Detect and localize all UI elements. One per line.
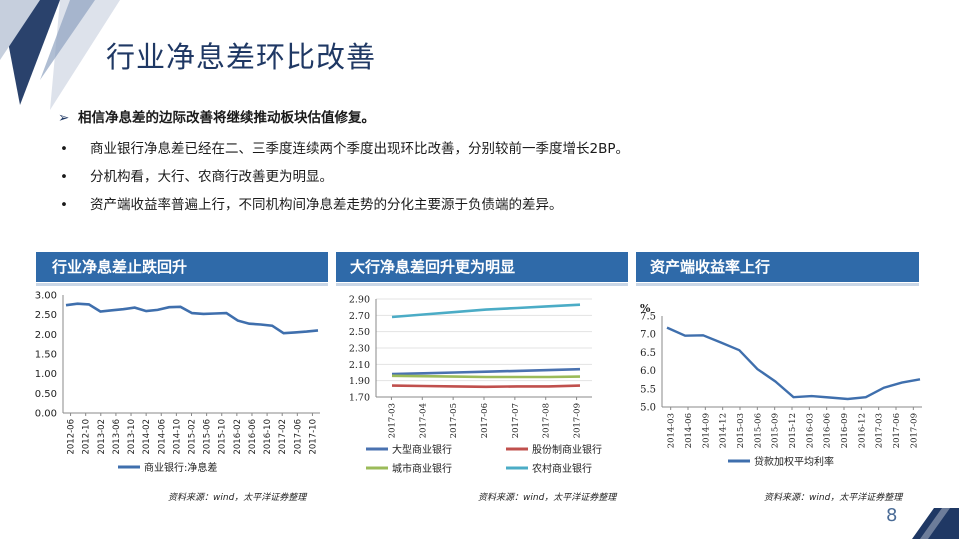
x-tick-label: 2015-09 <box>771 413 781 448</box>
y-unit-label: % <box>640 302 651 315</box>
x-tick-label: 2015-02 <box>188 419 198 455</box>
x-tick-label: 2016-06 <box>248 419 258 455</box>
x-tick-label: 2017-02 <box>278 419 288 455</box>
lead-statement: ➢ 相信净息差的边际改善将继续推动板块估值修复。 <box>58 106 375 126</box>
series-line <box>391 374 581 379</box>
y-tick-label: 0.00 <box>35 409 57 420</box>
x-tick-label: 2016-03 <box>805 413 815 448</box>
y-tick-label: 2.50 <box>349 327 370 338</box>
bullet-item: • 商业银行净息差已经在二、三季度连续两个季度出现环比改善，分别较前一季度增长2B… <box>58 137 629 157</box>
y-tick-label: 1.00 <box>35 369 57 380</box>
y-tick-label: 1.50 <box>35 350 57 361</box>
x-tick-label: 2014-09 <box>701 413 711 448</box>
net-interest-margin-chart: 3.00 2.50 2.00 1.50 1.00 0.50 0.00 2012-06 2012-… <box>35 291 320 474</box>
x-tick-label: 2017-07 <box>511 403 521 438</box>
lead-text: 相信净息差的边际改善将继续推动板块估值修复。 <box>78 110 375 126</box>
y-tick-label: 0.50 <box>35 389 57 400</box>
legend-label: 大型商业银行 <box>392 443 452 456</box>
bullet-dot-icon: • <box>60 197 68 213</box>
y-tick-label: 6.0 <box>640 366 656 377</box>
y-tick-label: 2.90 <box>349 295 370 306</box>
x-tick-label: 2017-06 <box>480 403 490 438</box>
x-tick-label: 2015-10 <box>218 419 228 455</box>
x-tick-label: 2016-09 <box>840 413 850 448</box>
x-tick-label: 2017-08 <box>542 403 552 438</box>
panel-title: 行业净息差止跌回升 <box>36 252 328 286</box>
y-tick-label: 2.50 <box>35 310 57 321</box>
x-tick-label: 2015-03 <box>736 413 746 448</box>
y-tick-label: 6.5 <box>640 348 656 359</box>
legend-label: 城市商业银行 <box>392 462 452 475</box>
bank-type-margin-chart: 2.90 2.70 2.50 2.30 2.10 1.90 1.70 2017-03 2017-… <box>349 295 602 476</box>
x-tick-label: 2015-06 <box>753 413 763 448</box>
x-tick-label: 2014-12 <box>719 413 729 448</box>
x-tick-label: 2013-10 <box>127 419 137 455</box>
x-tick-label: 2017-09 <box>909 413 919 448</box>
x-tick-label: 2013-02 <box>97 419 107 455</box>
x-tick-label: 2014-10 <box>172 419 182 455</box>
bullet-text: 商业银行净息差已经在二、三季度连续两个季度出现环比改善，分别较前一季度增长2BP… <box>90 141 629 157</box>
x-tick-label: 2016-12 <box>857 413 867 448</box>
x-tick-label: 2012-10 <box>82 419 92 455</box>
source-note: 资料来源：wind，太平洋证券整理 <box>168 493 307 503</box>
bullet-dot-icon: • <box>60 141 68 157</box>
corner-stripe-decoration <box>912 508 959 539</box>
x-tick-label: 2017-04 <box>418 403 428 438</box>
bullet-dot-icon: • <box>60 169 68 185</box>
y-tick-label: 2.70 <box>349 311 370 322</box>
y-tick-label: 5.0 <box>640 403 656 414</box>
x-tick-label: 2015-12 <box>788 413 798 448</box>
y-tick-label: 2.00 <box>35 330 57 341</box>
bullet-text: 分机构看，大行、农商行改善更为明显。 <box>90 169 333 185</box>
x-tick-label: 2013-06 <box>112 419 122 455</box>
source-note: 资料来源：wind，太平洋证券整理 <box>478 493 617 503</box>
corner-decoration <box>0 0 120 110</box>
x-tick-label: 2014-02 <box>142 419 152 455</box>
bullet-item: • 分机构看，大行、农商行改善更为明显。 <box>58 165 333 185</box>
series-line <box>666 326 921 401</box>
legend-label: 股份制商业银行 <box>532 443 602 456</box>
series-line <box>391 367 581 376</box>
x-tick-label: 2012-06 <box>67 419 77 455</box>
y-tick-label: 1.90 <box>349 376 370 387</box>
x-tick-label: 2016-06 <box>823 413 833 448</box>
x-tick-label: 2014-06 <box>157 419 167 455</box>
x-tick-label: 2017-05 <box>449 403 459 438</box>
panel-title: 大行净息差回升更为明显 <box>336 252 628 286</box>
y-tick-label: 2.10 <box>349 360 370 371</box>
x-tick-label: 2016-10 <box>263 419 273 455</box>
x-tick-label: 2017-06 <box>293 419 303 455</box>
page-title: 行业净息差环比改善 <box>106 40 377 74</box>
arrow-bullet-icon: ➢ <box>58 110 70 126</box>
y-tick-label: 1.70 <box>349 393 370 404</box>
page-number: 8 <box>886 505 898 526</box>
y-tick-label: 5.5 <box>640 384 656 395</box>
y-tick-label: 7.0 <box>640 330 656 341</box>
x-tick-label: 2017-03 <box>875 413 885 448</box>
y-tick-label: 2.30 <box>349 344 370 355</box>
x-tick-label: 2017-09 <box>573 403 583 438</box>
x-tick-label: 2014-03 <box>667 413 677 448</box>
x-tick-label: 2014-06 <box>684 413 694 448</box>
series-line <box>391 303 581 319</box>
series-line <box>65 302 319 335</box>
x-tick-label: 2017-10 <box>308 419 318 455</box>
bullet-text: 资产端收益率普遍上行，不同机构间净息差走势的分化主要源于负债端的差异。 <box>90 197 563 213</box>
x-tick-label: 2015-06 <box>203 419 213 455</box>
legend-label: 商业银行:净息差 <box>144 461 217 474</box>
bullet-item: • 资产端收益率普遍上行，不同机构间净息差走势的分化主要源于负债端的差异。 <box>58 193 563 213</box>
x-tick-label: 2016-02 <box>233 419 243 455</box>
legend-label: 农村商业银行 <box>532 462 592 475</box>
x-tick-label: 2017-03 <box>387 403 397 438</box>
y-tick-label: 3.00 <box>35 291 57 302</box>
legend-label: 贷款加权平均利率 <box>754 455 834 468</box>
y-tick-label: 7.5 <box>640 312 656 323</box>
series-line <box>391 384 581 389</box>
loan-rate-chart: 7.5 7.0 6.5 6.0 5.5 5.0 2014-03 2014-06 2014-09 2… <box>640 302 922 468</box>
panel-title: 资产端收益率上行 <box>636 252 919 286</box>
source-note: 资料来源：wind，太平洋证券整理 <box>764 493 903 503</box>
x-tick-label: 2017-06 <box>892 413 902 448</box>
